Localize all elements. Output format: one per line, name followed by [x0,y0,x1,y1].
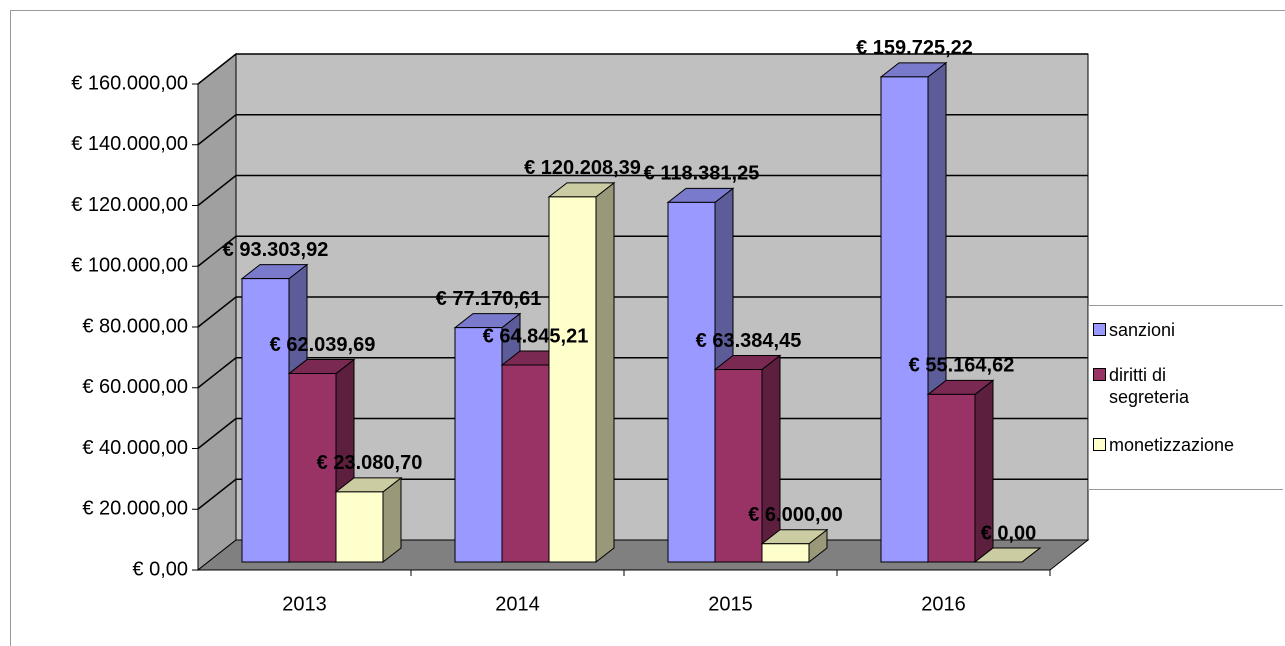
bar [760,528,829,564]
data-label: € 93.303,92 [223,239,329,261]
bar-face [595,181,615,564]
grid-line [197,296,1088,328]
bar-face [714,368,763,563]
legend-swatch [1093,323,1106,336]
bar-face [761,543,810,563]
bar-face [761,354,781,564]
bar-face [548,196,597,563]
data-label: € 23.080,70 [317,452,423,474]
bar [973,547,1042,563]
data-label: € 120.208,39 [524,157,641,179]
x-tick-label: 2013 [282,593,327,615]
y-tick-label: € 80.000,00 [82,315,188,337]
legend-swatch [1093,368,1106,381]
bar [713,354,782,564]
bar-face [927,393,976,563]
bar [926,379,995,564]
bar-face [501,364,550,563]
bar-face [454,327,503,563]
legend: sanzioni diritti di segreteria monetizzazi… [1088,305,1283,490]
x-tick-label: 2015 [708,593,753,615]
legend-item: monetizzazione [1093,434,1279,456]
y-tick-label: € 40.000,00 [82,437,188,459]
grid-line [197,53,1088,85]
data-label: € 64.845,21 [483,325,589,347]
grid-line [197,478,1088,510]
data-label: € 118.381,25 [644,163,760,185]
y-tick-label: € 100.000,00 [71,255,188,277]
legend-item: diritti di segreteria [1093,364,1219,408]
data-label: € 159.725,22 [856,37,973,59]
data-label: € 77.170,61 [436,288,542,310]
bar-face [241,278,290,563]
data-label: € 62.039,69 [270,334,376,356]
data-label: € 0,00 [981,522,1037,544]
bar [334,476,403,564]
x-tick-label: 2014 [495,593,540,615]
bar-face [880,76,929,563]
y-tick-label: € 160.000,00 [71,72,188,94]
legend-swatch [1093,438,1106,451]
data-label: € 63.384,45 [696,330,802,352]
bar [547,181,616,564]
bar [287,358,356,564]
grid-line [197,357,1088,389]
y-tick-label: € 0,00 [132,558,188,580]
grid-line [197,417,1088,450]
legend-label: sanzioni [1109,320,1176,340]
grid-line [197,114,1088,146]
x-tick-label: 2016 [921,593,966,615]
grid-line [197,174,1088,207]
grid-line [197,235,1088,267]
y-tick-label: € 20.000,00 [82,498,188,520]
data-label: € 6.000,00 [748,504,843,526]
y-tick-label: € 60.000,00 [82,376,188,398]
bar-face [288,373,337,563]
legend-item: sanzioni [1093,319,1279,341]
bar-face [382,476,402,564]
legend-label: monetizzazione [1109,435,1235,455]
y-tick-label: € 140.000,00 [71,133,188,155]
bar-face [335,491,384,563]
chart-border [10,10,1285,646]
bar-face [667,201,716,563]
y-tick-label: € 120.000,00 [71,194,188,216]
legend-label: diritti di segreteria [1109,365,1190,407]
data-label: € 55.164,62 [909,355,1015,377]
